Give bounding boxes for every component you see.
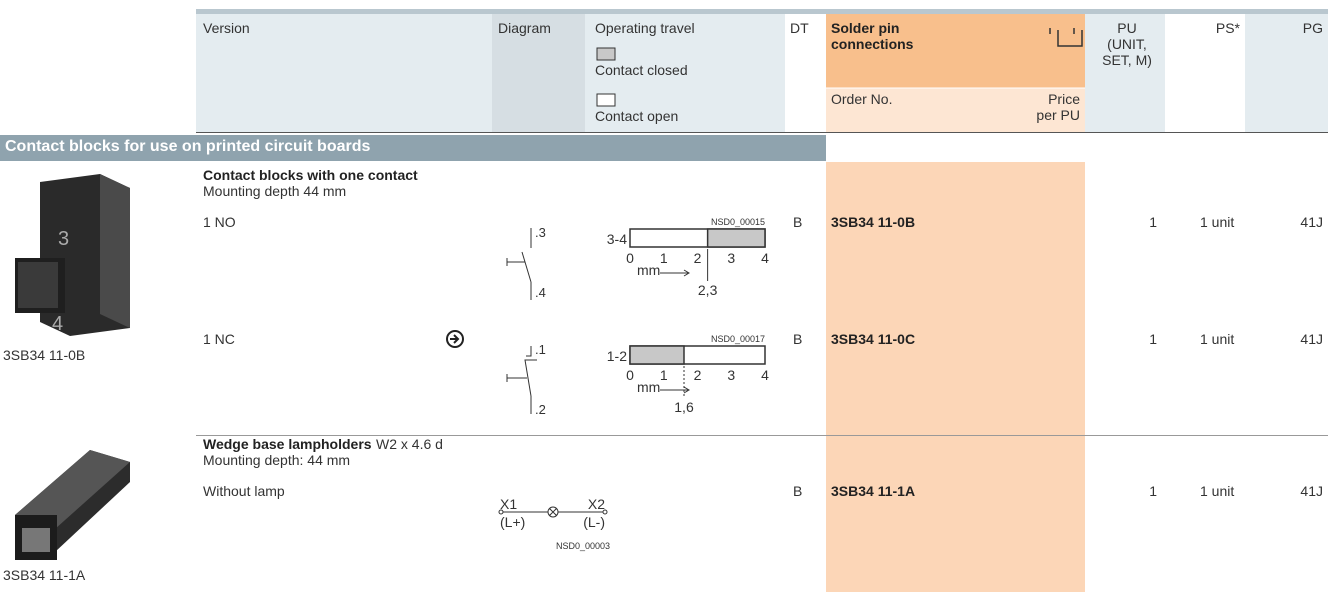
section-title: Contact blocks for use on printed circui… bbox=[5, 138, 371, 155]
legend-label: Contact open bbox=[595, 108, 679, 124]
header-cell bbox=[1245, 14, 1328, 132]
point-label: 2,3 bbox=[698, 282, 718, 298]
pg: 41J bbox=[1300, 483, 1323, 499]
ps: 1 unit bbox=[1200, 483, 1235, 499]
column-header: PG bbox=[1302, 20, 1323, 36]
group-title: Contact blocks with one contact bbox=[203, 167, 418, 183]
order-no: 3SB34 11-0B bbox=[831, 214, 916, 230]
group-subtitle: Mounting depth: 44 mm bbox=[203, 452, 351, 468]
product-image: 3 4 bbox=[15, 174, 130, 336]
column-header: Operating travel bbox=[595, 20, 695, 36]
version: 1 NC bbox=[203, 331, 235, 347]
drawing-no: NSD0_00017 bbox=[711, 334, 765, 344]
pg: 41J bbox=[1300, 331, 1323, 347]
column-header: Diagram bbox=[498, 20, 551, 36]
drawing-no: NSD0_00015 bbox=[711, 217, 765, 227]
dt: B bbox=[793, 483, 803, 499]
group-title: Wedge base lampholders bbox=[203, 436, 372, 452]
column-header: Version bbox=[203, 20, 250, 36]
column-header: PS* bbox=[1215, 20, 1240, 36]
pu: 1 bbox=[1149, 214, 1157, 230]
legend-label: Contact closed bbox=[595, 62, 688, 78]
dt: B bbox=[793, 331, 803, 347]
version: 1 NO bbox=[203, 214, 236, 230]
unit-label: mm bbox=[637, 379, 660, 395]
order-column bbox=[826, 162, 1085, 592]
scale-label: 3 bbox=[727, 367, 735, 383]
header-cell bbox=[585, 14, 785, 132]
terminal-label: .2 bbox=[535, 402, 546, 417]
point-label: 1,6 bbox=[674, 399, 694, 415]
contact-label: 1-2 bbox=[607, 348, 627, 364]
order-no: 3SB34 11-0C bbox=[831, 331, 916, 347]
column-header: PU (UNIT, SET, M) bbox=[1102, 20, 1152, 68]
scale-label: 1 bbox=[660, 367, 668, 383]
solder-icon bbox=[1049, 28, 1083, 47]
scale-label: 2 bbox=[694, 367, 702, 383]
scale-label: 3 bbox=[727, 250, 735, 266]
terminal-label: X2 bbox=[588, 496, 605, 512]
unit-arrow bbox=[660, 269, 690, 277]
closed-range bbox=[629, 345, 685, 365]
open-swatch bbox=[596, 93, 616, 107]
ps: 1 unit bbox=[1200, 214, 1235, 230]
column-header: Solder pin connections bbox=[831, 20, 914, 52]
unit-label: mm bbox=[637, 262, 660, 278]
scale-label: 4 bbox=[761, 250, 769, 266]
terminal-label: (L+) bbox=[500, 514, 525, 530]
pg: 41J bbox=[1300, 214, 1323, 230]
column-header: Order No. bbox=[831, 91, 893, 107]
closed-range bbox=[706, 228, 766, 248]
contact-label: 3-4 bbox=[607, 231, 627, 247]
svg-text:4: 4 bbox=[52, 313, 63, 335]
terminal-label: .3 bbox=[535, 225, 546, 240]
terminal-label: .4 bbox=[535, 285, 546, 300]
header-cell bbox=[492, 14, 585, 132]
scale-label: 0 bbox=[626, 250, 634, 266]
header-cell bbox=[826, 14, 1085, 88]
order-no: 3SB34 11-1A bbox=[831, 483, 916, 499]
group-title-suffix: W2 x 4.6 d bbox=[376, 436, 443, 452]
reference-arrow bbox=[446, 330, 464, 348]
version: Without lamp bbox=[203, 483, 285, 499]
ps: 1 unit bbox=[1200, 331, 1235, 347]
image-caption: 3SB34 11-0B bbox=[3, 347, 86, 363]
header-cell bbox=[1085, 14, 1165, 132]
scale-label: 1 bbox=[660, 250, 668, 266]
dt: B bbox=[793, 214, 803, 230]
terminal-label: X1 bbox=[500, 496, 517, 512]
group-subtitle: Mounting depth 44 mm bbox=[203, 183, 347, 199]
section-bar bbox=[0, 135, 826, 161]
unit-arrow bbox=[660, 386, 690, 394]
scale-label: 0 bbox=[626, 367, 634, 383]
drawing-no: NSD0_00003 bbox=[556, 541, 610, 551]
product-image bbox=[15, 450, 130, 560]
header-cell bbox=[196, 14, 492, 132]
scale-label: 2 bbox=[694, 250, 702, 266]
image-caption: 3SB34 11-1A bbox=[3, 567, 86, 583]
svg-text:3: 3 bbox=[58, 228, 69, 250]
column-header: Price per PU bbox=[1036, 91, 1080, 123]
header-stripe bbox=[196, 9, 1328, 14]
pu: 1 bbox=[1149, 331, 1157, 347]
terminal-label: (L-) bbox=[583, 514, 605, 530]
terminal-label: .1 bbox=[535, 342, 546, 357]
scale-label: 4 bbox=[761, 367, 769, 383]
closed-swatch bbox=[596, 47, 616, 61]
contact-symbol bbox=[498, 228, 608, 518]
header-cell bbox=[826, 88, 1085, 132]
column-header: DT bbox=[790, 20, 809, 36]
pu: 1 bbox=[1149, 483, 1157, 499]
